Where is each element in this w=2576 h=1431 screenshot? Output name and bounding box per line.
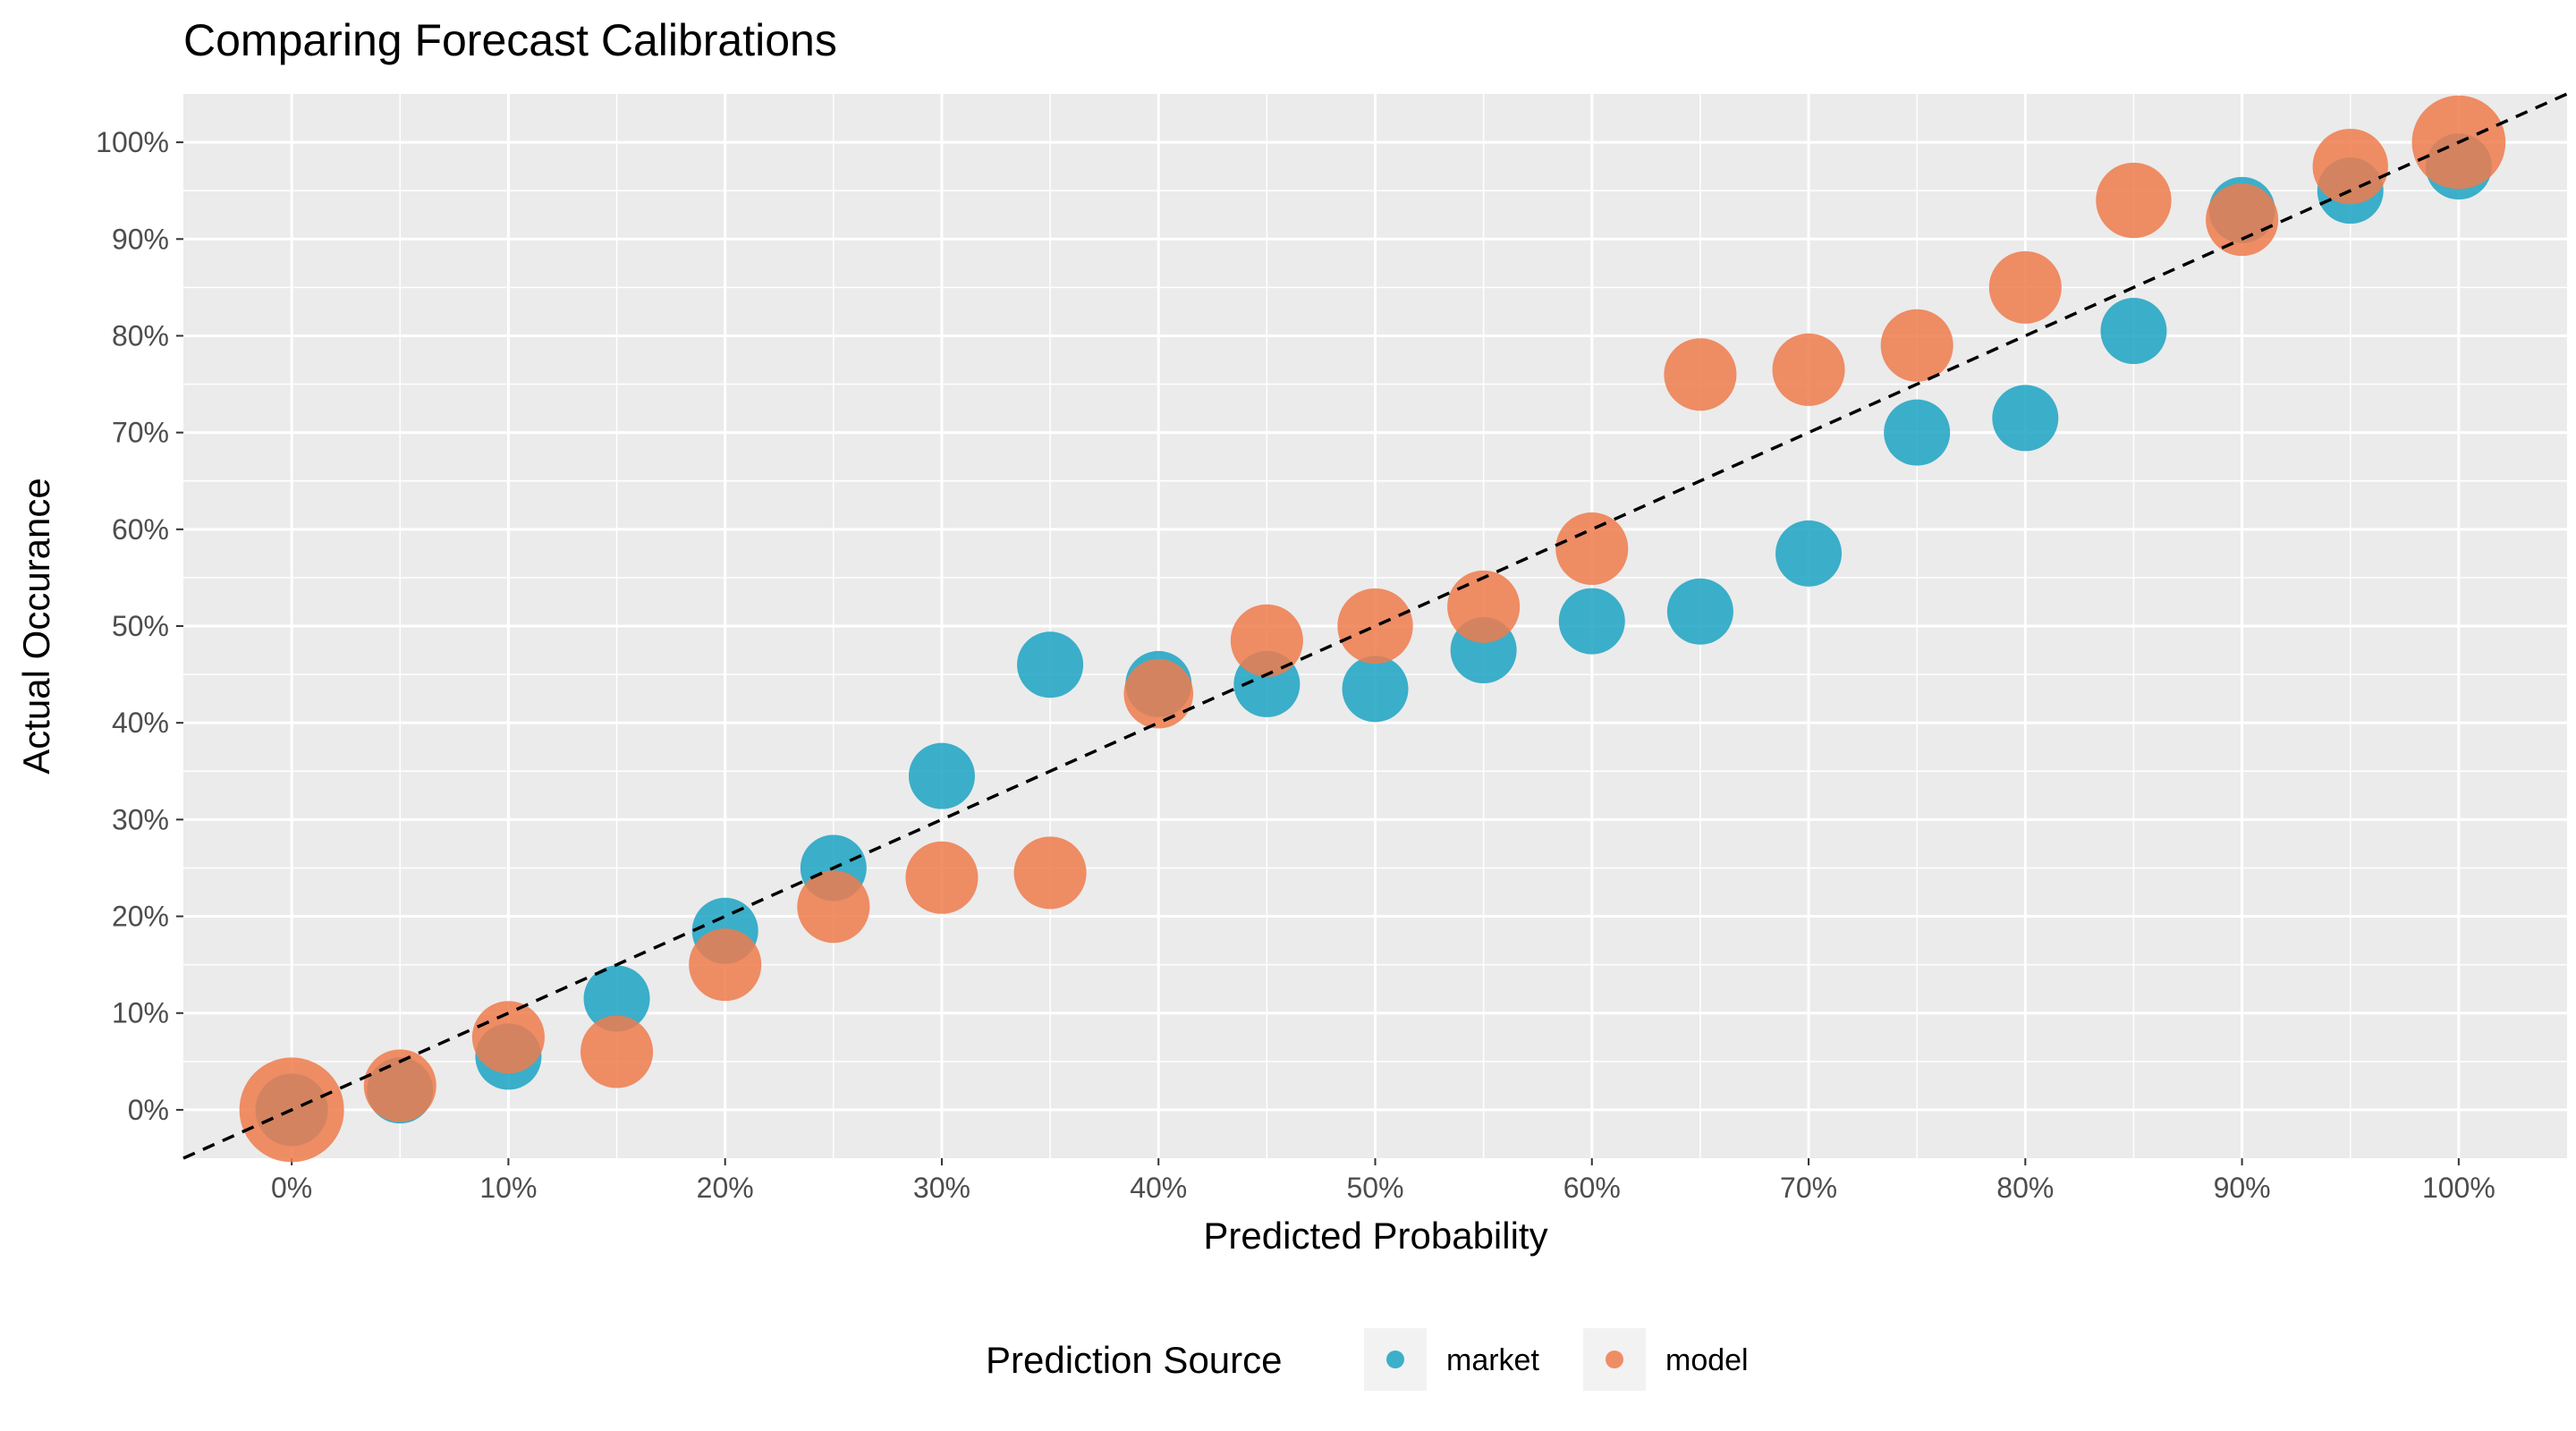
data-point-model — [580, 1015, 654, 1088]
y-tick-label: 50% — [112, 610, 169, 642]
x-tick-label: 40% — [1130, 1172, 1187, 1204]
legend-label-model: model — [1665, 1343, 1749, 1377]
chart-title: Comparing Forecast Calibrations — [183, 15, 837, 65]
data-point-market — [1666, 578, 1733, 645]
legend: Prediction Source market model — [986, 1328, 1749, 1391]
x-tick-label: 100% — [2422, 1172, 2496, 1204]
data-point-model — [689, 928, 762, 1002]
data-points — [239, 95, 2506, 1163]
data-point-model — [1337, 588, 1413, 665]
legend-title: Prediction Source — [986, 1339, 1283, 1381]
legend-swatch-market — [1386, 1351, 1404, 1368]
data-point-model — [1013, 836, 1087, 910]
data-point-model — [1772, 333, 1845, 406]
x-tick-label: 50% — [1346, 1172, 1403, 1204]
x-tick-label: 20% — [697, 1172, 754, 1204]
data-point-model — [797, 870, 870, 944]
data-point-model — [1230, 604, 1303, 677]
data-point-market — [1342, 656, 1409, 723]
data-point-model — [2096, 162, 2172, 239]
x-axis-ticks: 0% 10% 20% 30% 40% 50% 60% 70% 80% 90% 100% — [271, 1158, 2496, 1204]
x-tick-label: 80% — [1996, 1172, 2054, 1204]
data-point-market — [908, 742, 975, 809]
y-tick-label: 20% — [112, 901, 169, 933]
y-tick-label: 0% — [128, 1094, 169, 1126]
legend-label-market: market — [1446, 1343, 1539, 1377]
data-point-model — [1880, 309, 1953, 382]
legend-swatch-model — [1606, 1351, 1623, 1368]
x-tick-label: 70% — [1780, 1172, 1837, 1204]
data-point-model — [1988, 250, 2062, 324]
data-point-model — [1555, 512, 1629, 585]
y-tick-label: 100% — [96, 126, 169, 158]
data-point-model — [1664, 338, 1737, 411]
data-point-market — [1775, 520, 1843, 587]
y-axis-ticks: 0% 10% 20% 30% 40% 50% 60% 70% 80% 90% 100% — [96, 126, 183, 1126]
x-tick-label: 60% — [1563, 1172, 1621, 1204]
data-point-market — [583, 965, 650, 1032]
data-point-model — [1447, 570, 1521, 643]
y-tick-label: 10% — [112, 997, 169, 1029]
data-point-market — [2100, 298, 2167, 365]
x-tick-label: 90% — [2214, 1172, 2271, 1204]
y-tick-label: 90% — [112, 223, 169, 255]
data-point-model — [2312, 128, 2388, 205]
data-point-market — [1992, 385, 2059, 452]
data-point-model — [363, 1049, 436, 1122]
y-tick-label: 80% — [112, 319, 169, 351]
data-point-market — [1017, 631, 1084, 699]
reference-diagonal — [182, 92, 2568, 1160]
x-tick-label: 0% — [271, 1172, 312, 1204]
y-tick-label: 60% — [112, 513, 169, 546]
y-tick-label: 30% — [112, 803, 169, 835]
y-tick-label: 40% — [112, 707, 169, 739]
data-point-model — [2206, 183, 2279, 257]
x-axis-title: Predicted Probability — [1203, 1215, 1547, 1257]
data-point-market — [1558, 588, 1625, 655]
data-point-model — [471, 1001, 545, 1074]
y-tick-label: 70% — [112, 417, 169, 449]
x-tick-label: 30% — [913, 1172, 970, 1204]
major-gridlines — [183, 94, 2567, 1158]
data-point-model — [905, 841, 979, 914]
x-tick-label: 10% — [479, 1172, 537, 1204]
legend-items: market model — [1364, 1328, 1749, 1391]
data-point-market — [1884, 399, 1951, 466]
data-point-model — [1123, 658, 1194, 729]
y-axis-title: Actual Occurance — [15, 478, 57, 775]
